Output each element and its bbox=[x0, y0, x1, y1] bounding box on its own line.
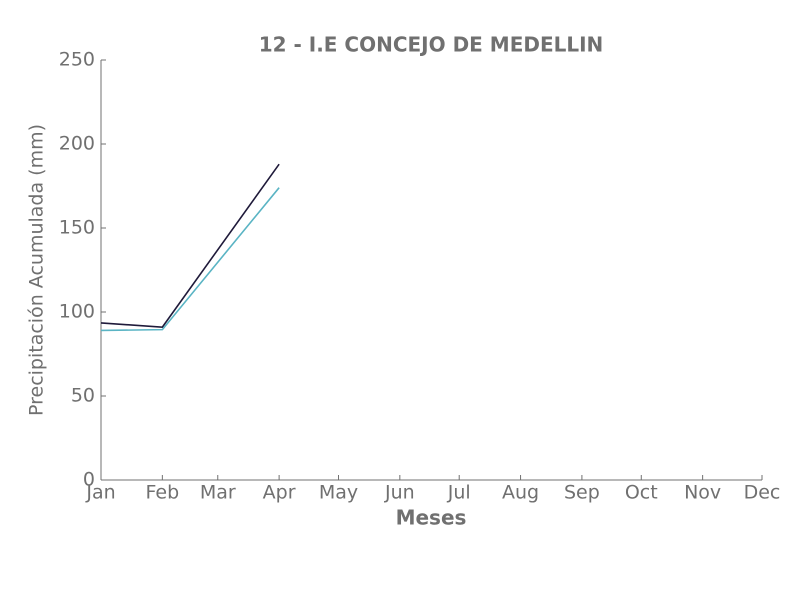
x-tick-label: Sep bbox=[564, 482, 600, 504]
x-tick-label: Aug bbox=[502, 482, 539, 504]
series-line bbox=[100, 187, 280, 332]
y-tick-label: 150 bbox=[59, 217, 95, 239]
x-tick-label: Apr bbox=[263, 482, 296, 504]
y-tick-label: 100 bbox=[59, 301, 95, 323]
x-axis-label: Meses bbox=[396, 506, 467, 530]
y-tick-label: 0 bbox=[83, 469, 95, 491]
x-tick-label: Jun bbox=[384, 482, 415, 504]
y-tick-label: 200 bbox=[59, 133, 95, 155]
x-tick-label: Feb bbox=[146, 482, 180, 504]
x-tick-label: Mar bbox=[200, 482, 236, 504]
chart-title: 12 - I.E CONCEJO DE MEDELLIN bbox=[259, 33, 604, 57]
y-tick-label: 250 bbox=[59, 49, 95, 71]
series-line bbox=[100, 163, 280, 328]
x-tick-label: May bbox=[319, 482, 358, 504]
y-tick-label: 50 bbox=[71, 385, 95, 407]
x-tick-label: Nov bbox=[684, 482, 721, 504]
x-tick-label: Jan bbox=[85, 482, 115, 504]
x-tick-label: Dec bbox=[744, 482, 781, 504]
y-axis-label: Precipitación Acumulada (mm) bbox=[26, 124, 48, 416]
x-tick-label: Oct bbox=[625, 482, 658, 504]
x-tick-label: Jul bbox=[447, 482, 471, 504]
